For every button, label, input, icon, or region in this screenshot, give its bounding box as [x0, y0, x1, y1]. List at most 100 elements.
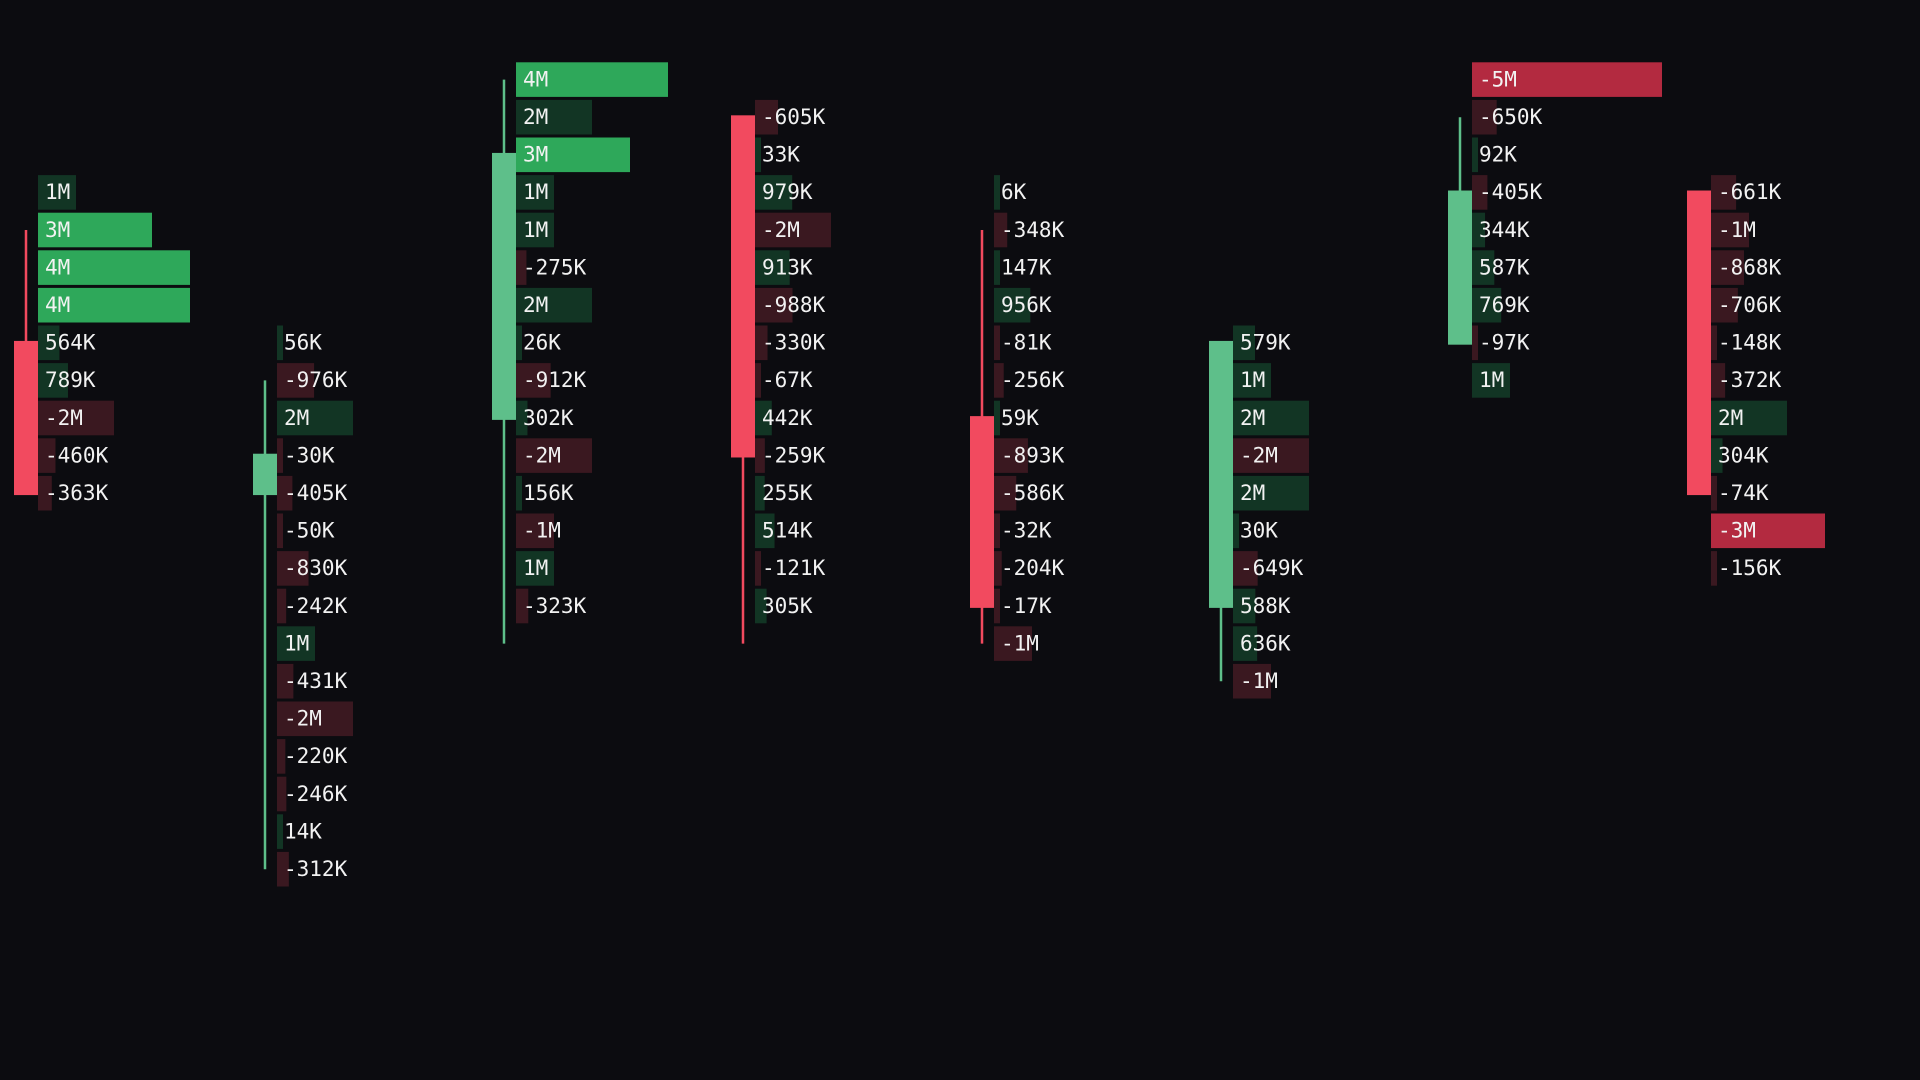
volume-bar-2-13: [277, 776, 287, 812]
volume-label-1-2: 3M: [45, 218, 70, 242]
volume-bar-2-3: [277, 400, 353, 436]
volume-bar-5-11: [994, 551, 1002, 586]
volume-label-8-7: 2M: [1718, 406, 1743, 430]
volume-label-6-3: 2M: [1240, 406, 1265, 430]
volume-bar-7-8: [1472, 325, 1478, 361]
volume-label-2-4: -30K: [284, 443, 335, 467]
volume-bar-4-2: [755, 137, 761, 173]
volume-label-2-11: -2M: [284, 707, 322, 731]
volume-bar-5-8: [994, 438, 1028, 473]
volume-bar-8-3: [1711, 250, 1744, 285]
volume-bar-1-9: [38, 475, 52, 511]
volume-bar-2-15: [277, 851, 289, 887]
volume-bar-3-1: [516, 62, 668, 97]
volume-bar-6-1: [1233, 325, 1256, 361]
volume-label-8-5: -148K: [1718, 331, 1782, 355]
volume-bar-2-12: [277, 739, 286, 774]
volume-bar-1-5: [38, 325, 60, 361]
volume-label-6-10: -1M: [1240, 669, 1278, 693]
volume-label-3-7: 2M: [523, 293, 548, 317]
volume-bar-6-2: [1233, 363, 1271, 398]
volume-bar-7-1: [1472, 62, 1662, 97]
volume-label-7-6: 587K: [1479, 255, 1530, 279]
volume-label-3-9: -912K: [523, 368, 587, 392]
volume-label-5-11: -204K: [1001, 556, 1065, 580]
volume-label-4-11: 255K: [762, 481, 813, 505]
volume-bar-6-3: [1233, 400, 1309, 436]
volume-bar-5-12: [994, 588, 1000, 624]
volume-label-2-1: 56K: [284, 331, 322, 355]
volume-bar-2-11: [277, 701, 353, 737]
volume-bar-3-4: [516, 175, 554, 210]
candle-body-4: [731, 115, 755, 458]
volume-label-7-8: -97K: [1479, 331, 1530, 355]
volume-bar-1-3: [38, 250, 190, 285]
volume-label-1-9: -363K: [45, 481, 109, 505]
volume-bar-3-10: [516, 400, 528, 436]
candle-body-1: [14, 340, 38, 496]
volume-label-5-3: 147K: [1001, 255, 1052, 279]
volume-bar-1-7: [38, 400, 114, 436]
volume-bar-8-1: [1711, 175, 1737, 210]
volume-bar-4-14: [755, 588, 767, 624]
volume-label-5-2: -348K: [1001, 218, 1065, 242]
volume-label-5-10: -32K: [1001, 519, 1052, 543]
volume-bar-5-4: [994, 287, 1031, 323]
volume-bar-1-6: [38, 363, 68, 398]
volume-bar-5-7: [994, 400, 1000, 436]
volume-bar-3-5: [516, 212, 554, 248]
volume-bar-8-5: [1711, 325, 1717, 361]
volume-bar-7-7: [1472, 287, 1502, 323]
volume-label-2-6: -50K: [284, 519, 335, 543]
volume-label-7-5: 344K: [1479, 218, 1530, 242]
volume-bar-3-9: [516, 363, 551, 398]
volume-bar-3-11: [516, 438, 592, 473]
volume-label-1-3: 4M: [45, 255, 70, 279]
volume-label-4-3: 979K: [762, 180, 813, 204]
volume-bar-2-8: [277, 588, 287, 624]
volume-label-3-4: 1M: [523, 180, 548, 204]
volume-label-8-1: -661K: [1718, 180, 1782, 204]
volume-label-3-13: -1M: [523, 519, 561, 543]
volume-bar-4-5: [755, 250, 790, 285]
volume-bar-1-8: [38, 438, 56, 473]
volume-label-5-5: -81K: [1001, 331, 1052, 355]
volume-bar-3-7: [516, 287, 592, 323]
volume-bar-2-7: [277, 551, 309, 586]
volume-label-8-2: -1M: [1718, 218, 1756, 242]
volume-label-2-14: 14K: [284, 819, 322, 843]
volume-bar-6-8: [1233, 588, 1256, 624]
volume-bar-3-6: [516, 250, 527, 285]
volume-label-6-1: 579K: [1240, 331, 1291, 355]
volume-label-1-6: 789K: [45, 368, 96, 392]
volume-bar-6-7: [1233, 551, 1258, 586]
volume-label-3-2: 2M: [523, 105, 548, 129]
volume-label-2-5: -405K: [284, 481, 348, 505]
volume-label-4-9: 442K: [762, 406, 813, 430]
volume-bar-2-14: [277, 814, 283, 849]
volume-bar-8-9: [1711, 475, 1717, 511]
volume-label-2-15: -312K: [284, 857, 348, 881]
volume-bar-4-9: [755, 400, 772, 436]
volume-label-2-12: -220K: [284, 744, 348, 768]
volume-bar-4-7: [755, 325, 768, 361]
volume-label-4-2: 33K: [762, 143, 800, 167]
volume-label-8-10: -3M: [1718, 519, 1756, 543]
volume-label-7-2: -650K: [1479, 105, 1543, 129]
volume-bar-3-3: [516, 137, 630, 173]
volume-label-6-8: 588K: [1240, 594, 1291, 618]
volume-bar-7-3: [1472, 137, 1478, 173]
volume-bar-6-9: [1233, 626, 1258, 661]
volume-label-6-5: 2M: [1240, 481, 1265, 505]
volume-bar-6-6: [1233, 513, 1239, 549]
volume-label-4-13: -121K: [762, 556, 826, 580]
volume-label-3-15: -323K: [523, 594, 587, 618]
volume-bar-2-6: [277, 513, 283, 549]
volume-label-4-10: -259K: [762, 443, 826, 467]
volume-label-3-1: 4M: [523, 67, 548, 91]
volume-bar-5-3: [994, 250, 1000, 285]
volume-bar-7-5: [1472, 212, 1486, 248]
volume-bar-8-10: [1711, 513, 1825, 549]
candle-body-8: [1687, 190, 1711, 496]
